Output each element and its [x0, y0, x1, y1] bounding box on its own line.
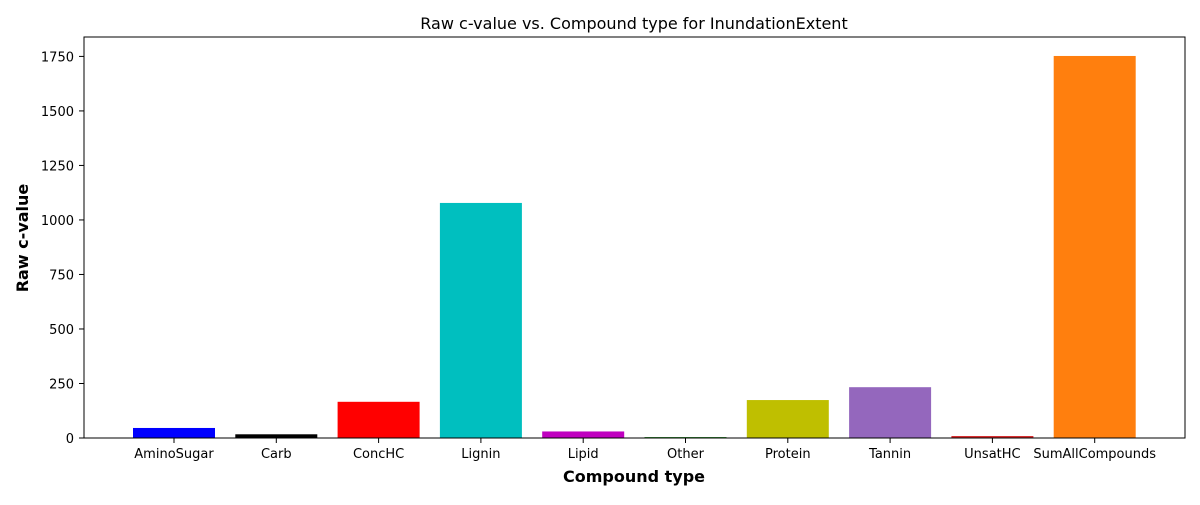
bar-sumallcompounds [1053, 55, 1136, 438]
x-tick-label: Tannin [868, 447, 911, 462]
bar-lignin [439, 202, 522, 438]
bar-protein [746, 400, 829, 438]
bar-conchc [337, 401, 420, 438]
bar-aminosugar [133, 427, 215, 438]
plot-frame [83, 36, 1186, 439]
y-axis-ticks: 0 250 500 750 1000 1250 1500 1750 [41, 50, 84, 447]
x-axis-ticks: AminoSugar Carb ConcHC Lignin Lipid Other Prot… [134, 438, 1156, 462]
x-tick-label: Lignin [461, 447, 500, 462]
x-axis-label: Compound type [563, 467, 705, 486]
y-tick-label: 1250 [41, 159, 74, 174]
x-tick-label: SumAllCompounds [1033, 447, 1156, 462]
x-tick-label: Carb [261, 447, 292, 462]
y-tick-label: 500 [49, 323, 74, 338]
x-tick-label: Other [667, 447, 705, 462]
y-axis-label: Raw c-value [13, 184, 32, 293]
bar-lipid [542, 431, 625, 438]
x-tick-label: UnsatHC [964, 447, 1020, 462]
y-tick-label: 1000 [41, 214, 74, 229]
chart-title: Raw c-value vs. Compound type for Inunda… [420, 14, 847, 33]
bar-unsathc [951, 436, 1034, 438]
bar-tannin [849, 387, 932, 438]
bar-carb [235, 434, 318, 438]
y-tick-label: 1500 [41, 105, 74, 120]
y-tick-label: 0 [66, 432, 74, 447]
y-tick-label: 750 [49, 268, 74, 283]
bars-layer [133, 55, 1136, 438]
y-tick-label: 1750 [41, 50, 74, 65]
y-tick-label: 250 [49, 377, 74, 392]
x-tick-label: ConcHC [353, 447, 404, 462]
x-tick-label: Protein [765, 447, 811, 462]
x-tick-label: AminoSugar [134, 447, 214, 462]
x-tick-label: Lipid [568, 447, 599, 462]
